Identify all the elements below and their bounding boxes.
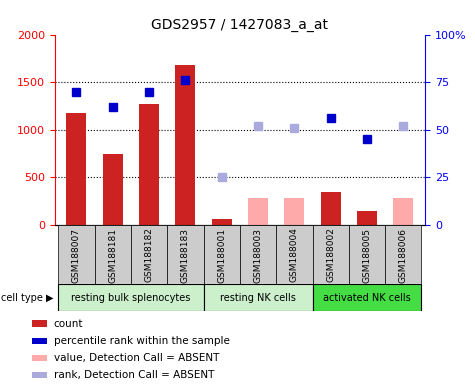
Text: GSM188183: GSM188183	[181, 228, 190, 283]
Bar	[131, 225, 167, 284]
Text: GSM188001: GSM188001	[217, 228, 226, 283]
Bar	[212, 219, 232, 225]
Bar	[103, 154, 123, 225]
Bar	[276, 225, 313, 284]
Text: activated NK cells: activated NK cells	[323, 293, 411, 303]
Text: GSM188007: GSM188007	[72, 228, 81, 283]
Bar	[321, 192, 341, 225]
Bar	[139, 104, 159, 225]
Bar	[32, 355, 48, 361]
Bar	[204, 284, 313, 311]
Bar	[95, 225, 131, 284]
Text: GSM188181: GSM188181	[108, 228, 117, 283]
Text: value, Detection Call = ABSENT: value, Detection Call = ABSENT	[54, 353, 219, 363]
Title: GDS2957 / 1427083_a_at: GDS2957 / 1427083_a_at	[152, 18, 328, 32]
Bar	[32, 338, 48, 344]
Text: GSM188005: GSM188005	[362, 228, 371, 283]
Bar	[167, 225, 204, 284]
Bar	[357, 211, 377, 225]
Bar	[32, 372, 48, 379]
Bar	[58, 225, 95, 284]
Text: GSM188002: GSM188002	[326, 228, 335, 283]
Text: resting bulk splenocytes: resting bulk splenocytes	[71, 293, 190, 303]
Bar	[385, 225, 421, 284]
Text: count: count	[54, 318, 83, 329]
Text: rank, Detection Call = ABSENT: rank, Detection Call = ABSENT	[54, 370, 214, 381]
Bar	[204, 225, 240, 284]
Text: GSM188004: GSM188004	[290, 228, 299, 283]
Text: GSM188006: GSM188006	[399, 228, 408, 283]
Bar	[58, 284, 204, 311]
Bar	[175, 65, 195, 225]
Text: GSM188003: GSM188003	[254, 228, 263, 283]
Bar	[32, 320, 48, 327]
Bar	[313, 225, 349, 284]
Bar	[349, 225, 385, 284]
Text: cell type ▶: cell type ▶	[1, 293, 54, 303]
Bar	[285, 198, 304, 225]
Text: GSM188182: GSM188182	[144, 228, 153, 283]
Bar	[66, 113, 86, 225]
Bar	[393, 197, 413, 225]
Text: percentile rank within the sample: percentile rank within the sample	[54, 336, 229, 346]
Bar	[248, 198, 268, 225]
Bar	[313, 284, 421, 311]
Text: resting NK cells: resting NK cells	[220, 293, 296, 303]
Bar	[240, 225, 276, 284]
